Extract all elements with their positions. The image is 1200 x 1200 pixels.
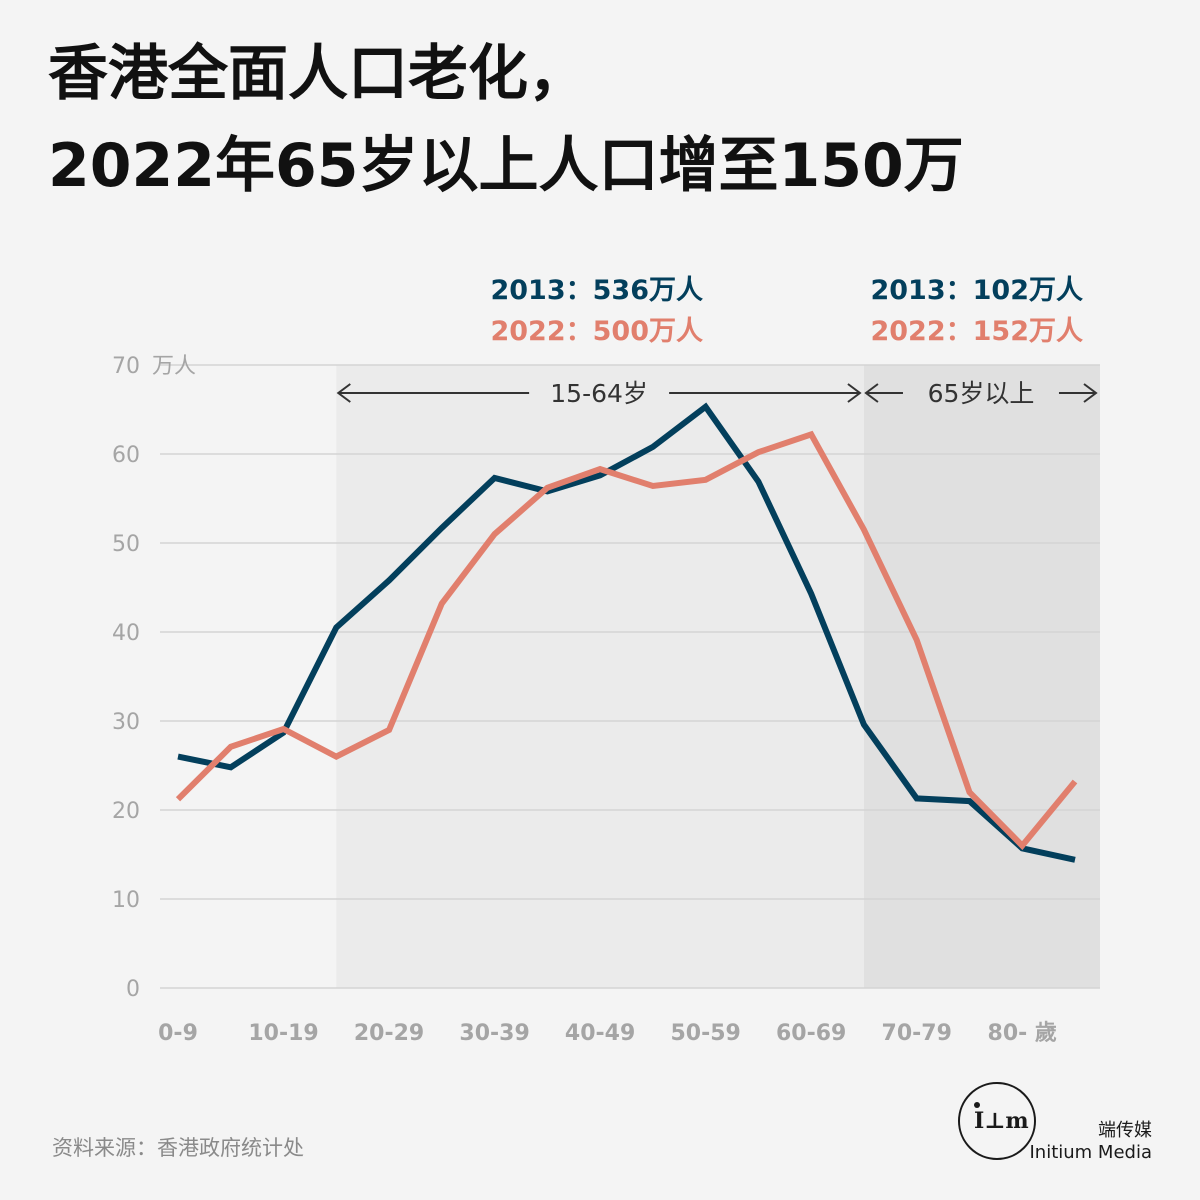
arrow-left-icon xyxy=(864,383,879,403)
y-tick-label: 40 xyxy=(112,621,140,646)
x-tick-label: 80- 歲 xyxy=(988,1021,1057,1046)
brand-logo: I⊥m 端传媒 Initium Media xyxy=(958,1078,1158,1178)
x-tick-label: 40-49 xyxy=(565,1021,635,1046)
band-65-plus xyxy=(863,365,1100,988)
x-tick-label: 0-9 xyxy=(158,1021,198,1046)
x-tick-label: 50-59 xyxy=(670,1021,740,1046)
band-label: 65岁以上 xyxy=(928,379,1035,408)
annotation-line: 2022：500万人 xyxy=(490,316,703,347)
band-15-64 xyxy=(336,365,864,988)
logo-circle-icon: I⊥m xyxy=(958,1082,1036,1160)
arrow-left-icon xyxy=(336,383,351,403)
x-tick-label: 70-79 xyxy=(882,1021,952,1046)
arrow-right-icon xyxy=(847,383,862,403)
x-tick-label: 30-39 xyxy=(459,1021,529,1046)
y-tick-label: 30 xyxy=(112,710,140,735)
logo-mark-icon: I⊥m xyxy=(974,1108,1029,1134)
y-tick-label: 50 xyxy=(112,532,140,557)
y-tick-label: 60 xyxy=(112,443,140,468)
brand-name-cn: 端传媒 xyxy=(1098,1120,1152,1141)
band-label: 15-64岁 xyxy=(550,379,648,408)
y-tick-label: 20 xyxy=(112,799,140,824)
annotation-line: 2013：102万人 xyxy=(870,275,1083,306)
annotation-line: 2022：152万人 xyxy=(870,316,1083,347)
y-tick-label: 70 xyxy=(112,354,140,379)
chart-title: 香港全面人口老化， 2022年65岁以上人口增至150万 xyxy=(48,28,1168,212)
x-tick-label: 10-19 xyxy=(248,1021,318,1046)
y-tick-label: 10 xyxy=(112,888,140,913)
chart-title-line-1: 香港全面人口老化， xyxy=(48,39,588,109)
x-tick-label: 60-69 xyxy=(776,1021,846,1046)
logo-dot-icon xyxy=(974,1102,980,1108)
annotation-line: 2013：536万人 xyxy=(490,275,703,306)
series-line-2022 xyxy=(175,430,1078,851)
x-tick-label: 20-29 xyxy=(354,1021,424,1046)
y-unit-label: 万人 xyxy=(152,354,196,379)
series-line-2013 xyxy=(177,402,1076,863)
source-note: 资料来源：香港政府统计处 xyxy=(52,1136,304,1160)
arrow-right-icon xyxy=(1083,383,1098,403)
chart-title-line-2: 2022年65岁以上人口增至150万 xyxy=(48,131,964,201)
brand-name-en: Initium Media xyxy=(1029,1142,1152,1163)
y-tick-label: 0 xyxy=(126,977,140,1002)
